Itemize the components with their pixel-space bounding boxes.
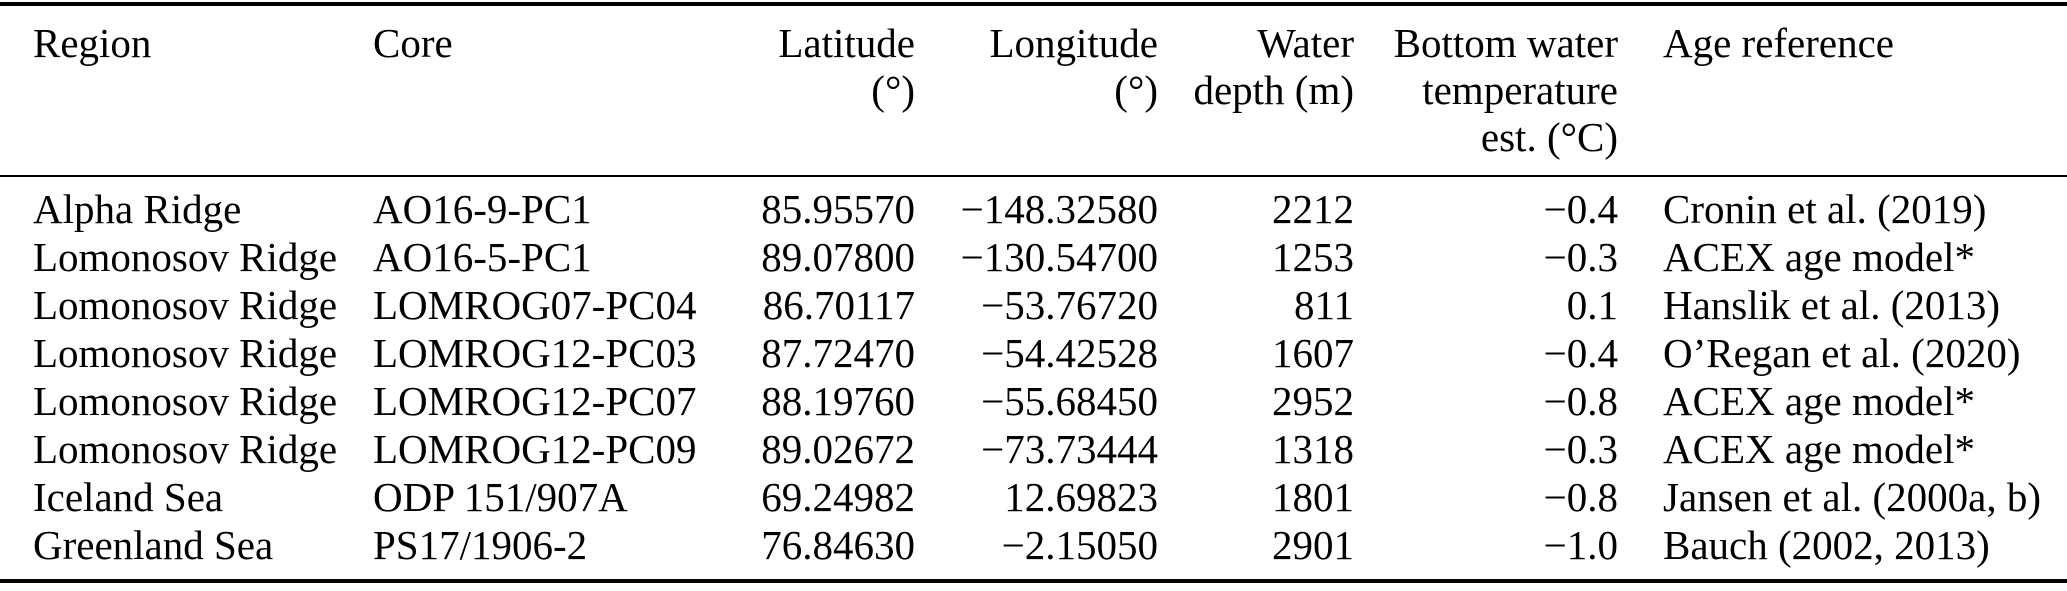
col-header-region: Region — [0, 4, 373, 177]
cell-bottom-water-temp: −0.3 — [1543, 234, 1618, 280]
cell-bottom-water-temp: −0.3 — [1543, 426, 1618, 472]
cell-region: Lomonosov Ridge — [33, 282, 338, 328]
col-header-bottom-water-temp: Bottom water temperature est. (°C) — [1354, 4, 1618, 177]
cell-age-reference: O’Regan et al. (2020) — [1663, 330, 2021, 376]
cell-latitude: 87.72470 — [761, 330, 915, 376]
cell-region: Lomonosov Ridge — [33, 330, 338, 376]
col-header-water-depth: Water depth (m) — [1158, 4, 1354, 177]
cell-water-depth: 1253 — [1272, 234, 1354, 280]
table-header: Region Core Latitude (°) Longitude (°) W… — [0, 4, 2067, 177]
cell-bottom-water-temp: −0.8 — [1543, 378, 1618, 424]
table-row: Lomonosov Ridge LOMROG12-PC03 87.72470 −… — [0, 329, 2067, 377]
cell-water-depth: 2212 — [1272, 186, 1354, 232]
table-row: Lomonosov Ridge LOMROG12-PC07 88.19760 −… — [0, 377, 2067, 425]
cell-bottom-water-temp: 0.1 — [1566, 282, 1618, 328]
cell-longitude: −2.15050 — [1001, 522, 1158, 568]
cell-core: ODP 151/907A — [373, 474, 628, 520]
cell-age-reference: ACEX age model* — [1663, 426, 1975, 472]
cell-water-depth: 1801 — [1272, 474, 1354, 520]
cell-bottom-water-temp: −0.4 — [1543, 330, 1618, 376]
table-row: Greenland Sea PS17/1906-2 76.84630 −2.15… — [0, 521, 2067, 581]
table-row: Alpha Ridge AO16-9-PC1 85.95570 −148.325… — [0, 176, 2067, 233]
cell-water-depth: 2901 — [1272, 522, 1354, 568]
cell-age-reference: Cronin et al. (2019) — [1663, 186, 1987, 232]
col-header-longitude: Longitude (°) — [915, 4, 1158, 177]
cell-water-depth: 1318 — [1272, 426, 1354, 472]
cell-region: Lomonosov Ridge — [33, 234, 338, 280]
cell-bottom-water-temp: −0.4 — [1543, 186, 1618, 232]
cell-longitude: −53.76720 — [981, 282, 1158, 328]
col-header-age-reference: Age reference — [1618, 4, 2067, 177]
cell-longitude: −148.32580 — [960, 186, 1158, 232]
col-header-latitude: Latitude (°) — [700, 4, 915, 177]
cell-water-depth: 1607 — [1272, 330, 1354, 376]
cell-core: LOMROG07-PC04 — [373, 282, 697, 328]
col-header-core: Core — [373, 4, 700, 177]
header-row: Region Core Latitude (°) Longitude (°) W… — [0, 4, 2067, 177]
cell-longitude: −73.73444 — [981, 426, 1158, 472]
table-row: Iceland Sea ODP 151/907A 69.24982 12.698… — [0, 473, 2067, 521]
cell-core: LOMROG12-PC07 — [373, 378, 697, 424]
cell-age-reference: ACEX age model* — [1663, 378, 1975, 424]
cell-longitude: −54.42528 — [981, 330, 1158, 376]
cell-water-depth: 2952 — [1272, 378, 1354, 424]
cell-latitude: 89.07800 — [761, 234, 915, 280]
cell-core: AO16-9-PC1 — [373, 186, 592, 232]
cell-region: Alpha Ridge — [33, 186, 242, 232]
cell-core: LOMROG12-PC09 — [373, 426, 697, 472]
table-row: Lomonosov Ridge LOMROG12-PC09 89.02672 −… — [0, 425, 2067, 473]
table-row: Lomonosov Ridge AO16-5-PC1 89.07800 −130… — [0, 233, 2067, 281]
cell-region: Lomonosov Ridge — [33, 378, 338, 424]
cell-longitude: −55.68450 — [981, 378, 1158, 424]
cell-longitude: 12.69823 — [1004, 474, 1158, 520]
cell-region: Lomonosov Ridge — [33, 426, 338, 472]
table-body: Alpha Ridge AO16-9-PC1 85.95570 −148.325… — [0, 176, 2067, 581]
cell-bottom-water-temp: −0.8 — [1543, 474, 1618, 520]
cell-core: LOMROG12-PC03 — [373, 330, 697, 376]
cell-core: AO16-5-PC1 — [373, 234, 592, 280]
cell-region: Greenland Sea — [33, 522, 274, 568]
cell-core: PS17/1906-2 — [373, 522, 588, 568]
cell-age-reference: Bauch (2002, 2013) — [1663, 522, 1990, 568]
cell-age-reference: ACEX age model* — [1663, 234, 1975, 280]
cell-age-reference: Jansen et al. (2000a, b) — [1663, 474, 2041, 520]
cell-latitude: 69.24982 — [761, 474, 915, 520]
cell-latitude: 85.95570 — [761, 186, 915, 232]
cell-latitude: 86.70117 — [762, 282, 915, 328]
cell-region: Iceland Sea — [33, 474, 224, 520]
cell-latitude: 76.84630 — [761, 522, 915, 568]
cell-water-depth: 811 — [1294, 282, 1354, 328]
cell-latitude: 88.19760 — [761, 378, 915, 424]
cell-latitude: 89.02672 — [761, 426, 915, 472]
cell-longitude: −130.54700 — [960, 234, 1158, 280]
cell-age-reference: Hanslik et al. (2013) — [1663, 282, 2001, 328]
table-row: Lomonosov Ridge LOMROG07-PC04 86.70117 −… — [0, 281, 2067, 329]
cell-bottom-water-temp: −1.0 — [1543, 522, 1618, 568]
